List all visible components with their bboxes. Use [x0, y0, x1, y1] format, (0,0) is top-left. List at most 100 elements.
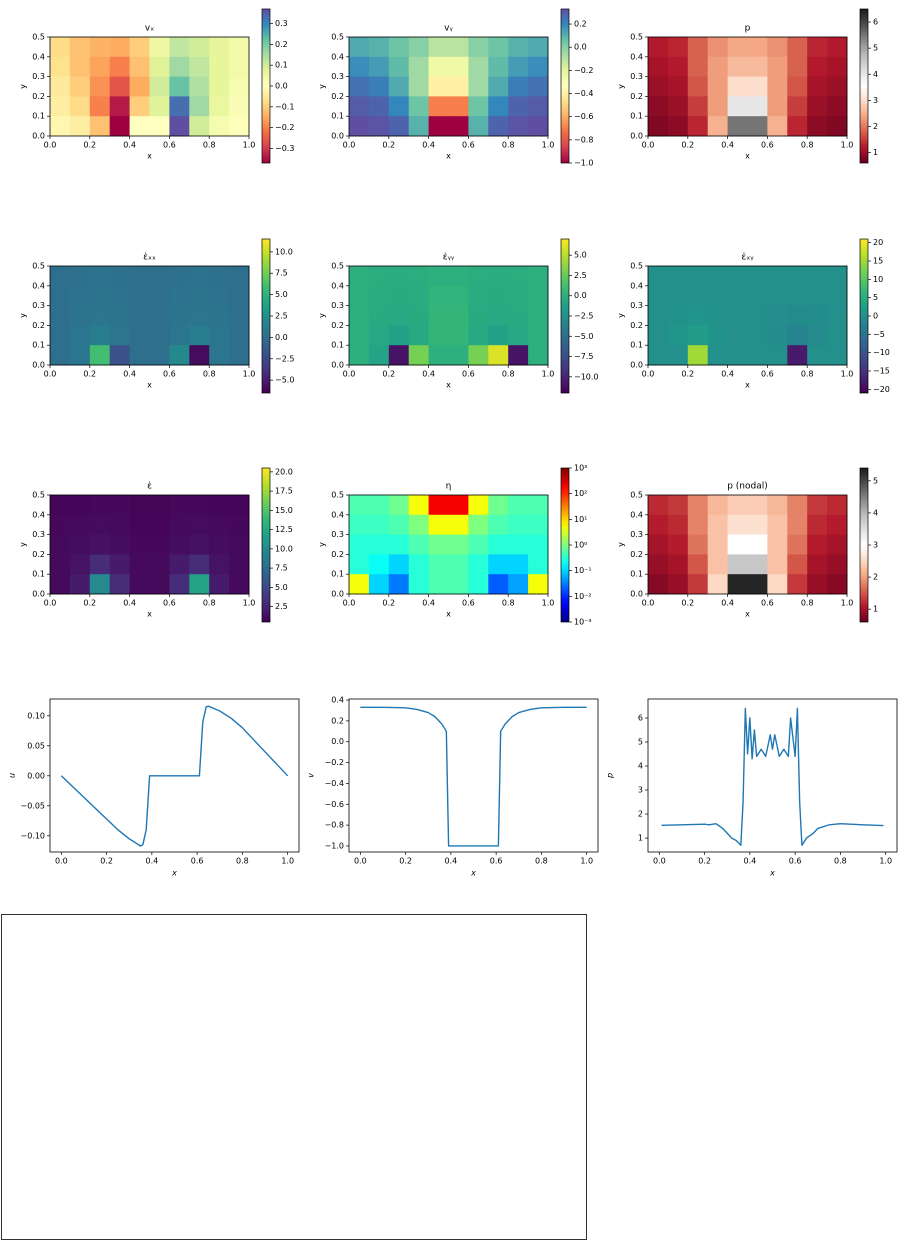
heatmap-cell [229, 266, 250, 287]
heatmap-cell [149, 534, 170, 555]
heatmap-cell [528, 285, 549, 306]
colorbar-tick-label: −0.4 [574, 89, 593, 98]
x-tick-label: 0.2 [382, 370, 395, 379]
heatmap-cell [648, 534, 669, 555]
y-tick-label: −1.0 [325, 841, 344, 850]
heatmap-cell [349, 305, 370, 326]
heatmap-cell [468, 495, 489, 516]
heatmap-cell [687, 495, 709, 516]
x-axis-label: x [769, 869, 775, 878]
colorbar-tick-label: 0.2 [275, 40, 288, 49]
y-tick-label: 0.0 [32, 132, 45, 141]
heatmap-cell [488, 574, 509, 595]
y-tick-label: 0.5 [32, 262, 45, 271]
heatmap-cell [209, 266, 230, 287]
heatmap-cell [408, 96, 429, 117]
y-tick-label: 0.4 [331, 510, 344, 519]
x-tick-label: 1.0 [879, 857, 892, 866]
y-tick-label: 0.1 [630, 570, 643, 579]
heatmap-cell [727, 305, 748, 326]
heatmap-cell [189, 116, 210, 137]
heatmap-cell [747, 514, 768, 535]
x-tick-label: 0.4 [123, 141, 136, 150]
plot-frame [348, 36, 549, 137]
y-tick-label: 0.5 [331, 262, 344, 271]
y-tick-label: 3 [638, 786, 643, 795]
heatmap-cell [767, 76, 788, 97]
heatmap-cell [428, 56, 449, 77]
plot-frame [647, 494, 848, 595]
heatmap-cell [807, 76, 828, 97]
heatmap-cell [368, 285, 390, 306]
heatmap-cell [508, 345, 529, 366]
x-axis-label: x [147, 381, 152, 390]
y-tick-label: 0.2 [630, 92, 643, 101]
heatmap-cell [129, 534, 150, 555]
colorbar-tick-label: −0.2 [275, 123, 294, 132]
y-tick-label: 0.0 [331, 361, 344, 370]
heatmap-cell [787, 534, 808, 555]
heatmap-cell [69, 76, 91, 97]
heatmap-cell [50, 345, 71, 366]
x-tick-label: 0.4 [123, 370, 136, 379]
heatmap-cell [508, 305, 529, 326]
heatmap-cell [368, 554, 390, 575]
y-tick-label: 0.4 [331, 281, 344, 290]
heatmap-cell [368, 574, 390, 595]
x-tick-label: 0.8 [502, 141, 515, 150]
x-axis-label: x [446, 381, 451, 390]
x-tick-label: 0.6 [490, 857, 503, 866]
heatmap-cell [807, 116, 828, 137]
heatmap-cell [149, 76, 170, 97]
heatmap-cell [707, 534, 728, 555]
heatmap-cell [707, 325, 728, 346]
heatmap-cell [687, 76, 709, 97]
heatmap-cell [408, 37, 429, 58]
colorbar-tick-label: −0.2 [574, 66, 593, 75]
x-axis-label: x [171, 869, 177, 878]
heatmap-cell [368, 495, 390, 516]
heatmap-cell [428, 37, 449, 58]
y-tick-label: 0.0 [331, 590, 344, 599]
heatmap-cell [787, 574, 808, 595]
heatmap-cell [149, 345, 170, 366]
heatmap-cell [69, 96, 91, 117]
heatmap-cell [807, 56, 828, 77]
heatmap-cell [827, 285, 848, 306]
x-tick-label: 0.4 [444, 857, 457, 866]
colorbar-tick-label: 10⁰ [574, 541, 587, 550]
chart-title: ε̇ᵧᵧ [443, 252, 455, 262]
heatmap-cell [69, 37, 91, 58]
x-tick-label: 0.0 [55, 857, 68, 866]
heatmap-cell [69, 266, 91, 287]
y-tick-label: 0.05 [27, 741, 45, 750]
plot-frame [348, 265, 549, 366]
heatmap-cell [667, 345, 689, 366]
heatmap-cell [209, 534, 230, 555]
heatmap-cell [528, 76, 549, 97]
heatmap-cell [667, 116, 689, 137]
heatmap-cell [89, 266, 111, 287]
heatmap-cell [169, 305, 190, 326]
y-tick-label: 4 [638, 762, 643, 771]
x-axis-label: x [745, 610, 750, 619]
heatmap-cell [448, 325, 469, 346]
heatmap-cell [528, 266, 549, 287]
heatmap-cell [229, 345, 250, 366]
colorbar-tick-label: 10³ [574, 464, 587, 473]
x-tick-label: 0.4 [743, 857, 756, 866]
heatmap-cell [129, 325, 150, 346]
heatmap-cell [508, 574, 529, 595]
heatmap-cell [767, 514, 788, 535]
heatmap-cell [727, 495, 748, 516]
heatmap-cell [468, 514, 489, 535]
y-tick-label: 0.1 [32, 341, 45, 350]
y-tick-label: 0.0 [630, 361, 643, 370]
colorbar-tick-label: 6 [873, 18, 878, 27]
heatmap-cell [448, 96, 469, 117]
y-tick-label: 0.0 [630, 132, 643, 141]
heatmap-cell [89, 305, 111, 326]
heatmap-cell [488, 285, 509, 306]
heatmap-cell [667, 574, 689, 595]
x-tick-label: 0.4 [145, 857, 158, 866]
